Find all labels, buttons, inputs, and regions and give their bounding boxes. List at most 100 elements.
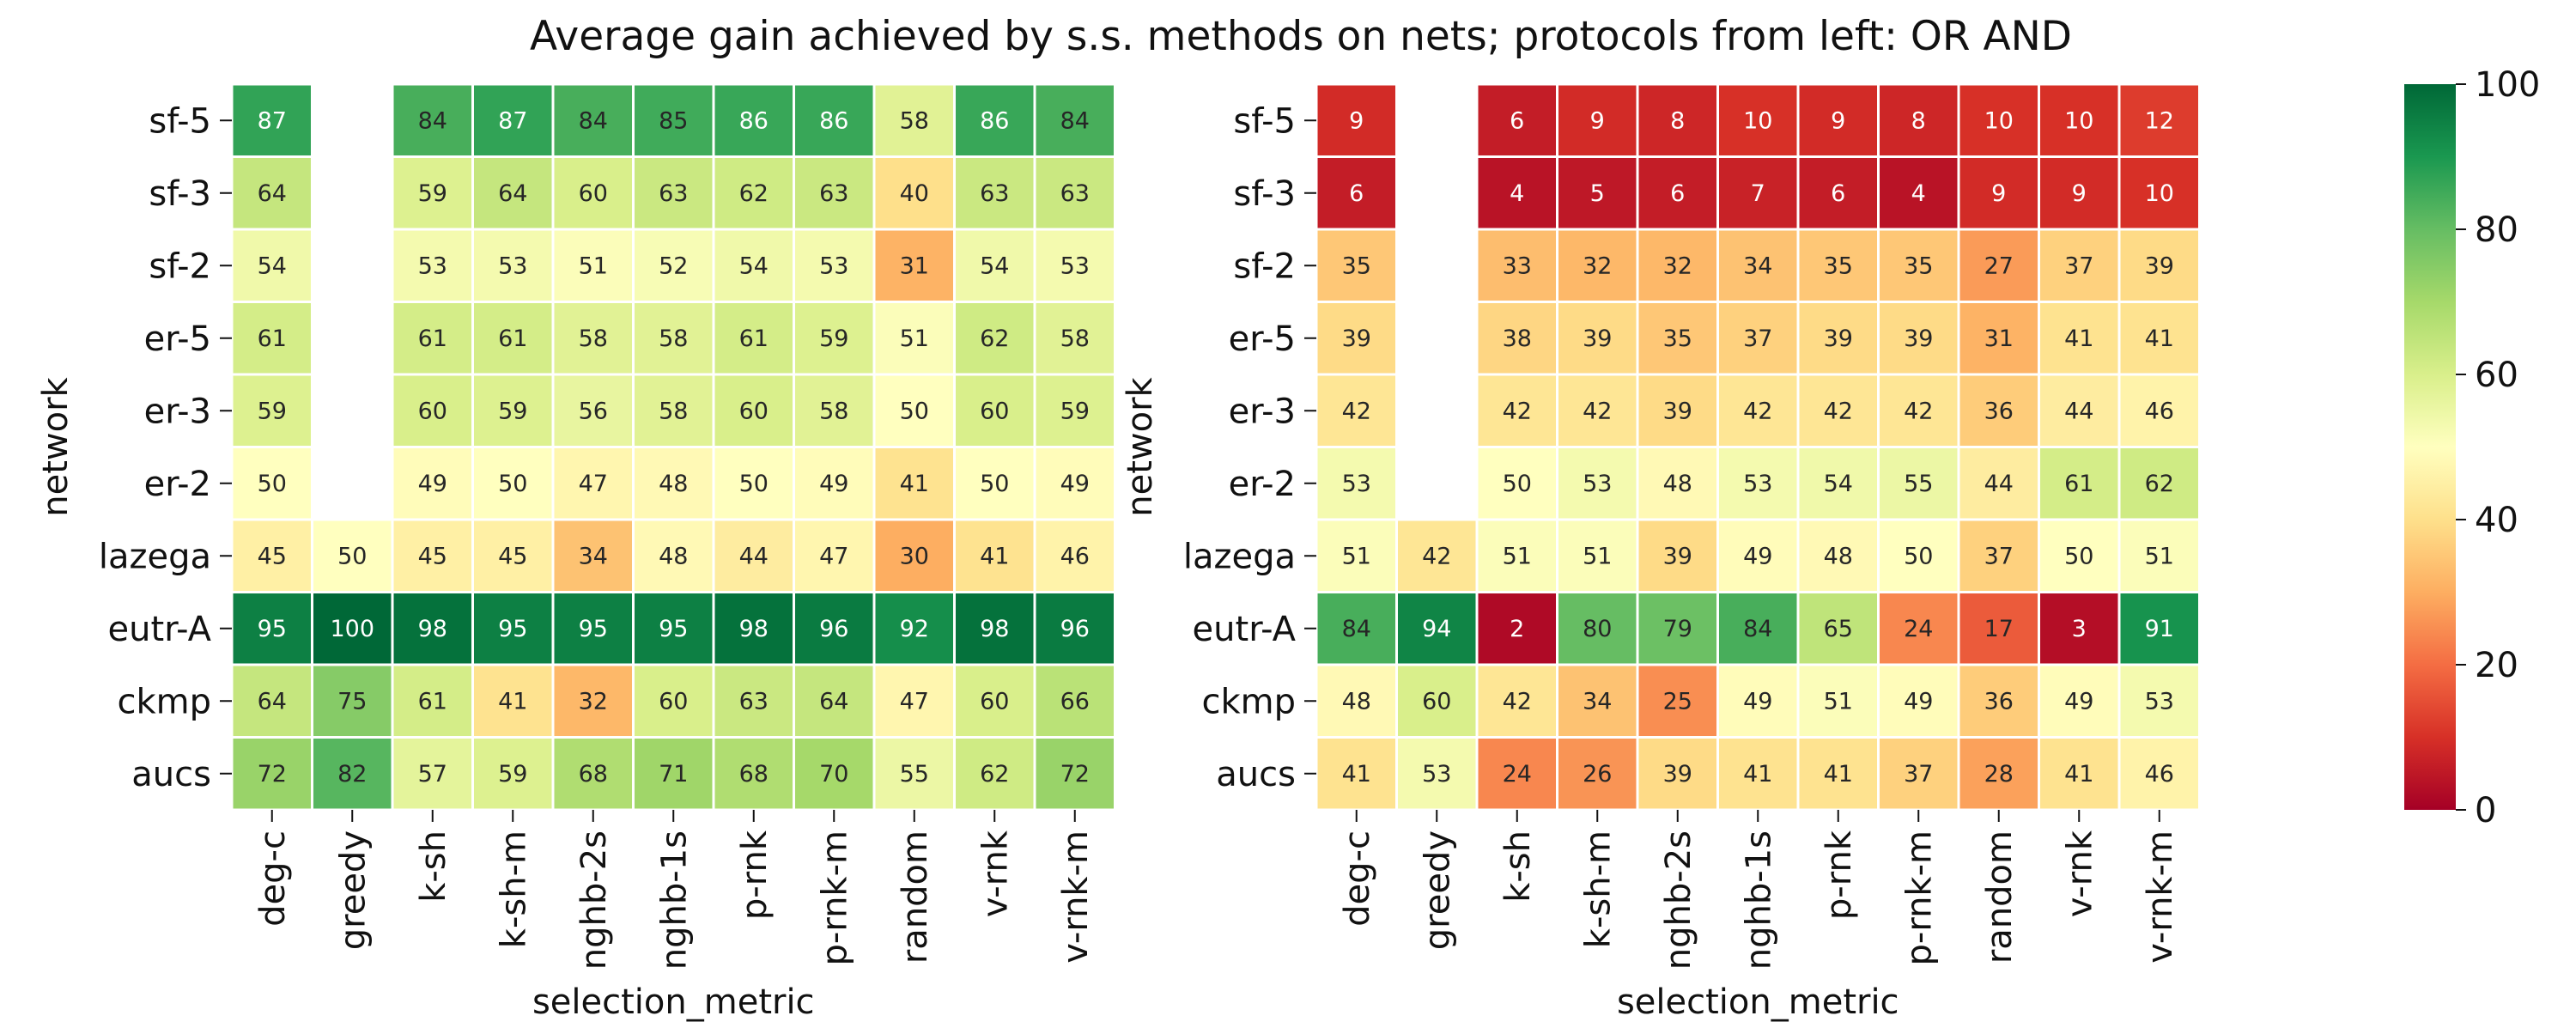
y-axis-label: network: [1121, 376, 1160, 516]
cell-value-label: 42: [1583, 398, 1612, 424]
heatmap-cell: [1033, 228, 1116, 303]
cell-value-label: 42: [1422, 543, 1451, 569]
heatmap-cell: [230, 446, 313, 521]
cell-value-label: 8: [1670, 107, 1685, 134]
cell-value-label: 51: [579, 252, 608, 279]
heatmap-cell: [230, 518, 313, 593]
cell-value-label: 58: [579, 325, 608, 352]
heatmap-cell: [551, 736, 635, 812]
heatmap-cell: [872, 373, 956, 448]
x-axis-label: selection_metric: [1617, 982, 1899, 1022]
cell-value-label: 84: [1743, 616, 1772, 642]
heatmap-cell: [2117, 663, 2201, 739]
cell-value-label: 48: [1342, 688, 1371, 715]
cell-value-label: 2: [1510, 616, 1524, 642]
cell-value-label: 36: [1984, 398, 2014, 424]
cell-value-label: 61: [258, 325, 287, 352]
heatmap-cell: [632, 736, 715, 812]
heatmap-cell: [712, 446, 795, 521]
heatmap-cell: [1556, 155, 1639, 231]
heatmap-cell: [793, 228, 876, 303]
heatmap-cell: [311, 591, 394, 666]
x-tick-label: v-rnk: [975, 830, 1015, 917]
cell-value-label: 68: [579, 761, 608, 788]
cell-value-label: 49: [418, 471, 447, 497]
x-tick-label: nghb-1s: [654, 830, 694, 970]
colorbar-tick-label: 40: [2475, 501, 2518, 540]
cell-value-label: 32: [1583, 252, 1612, 279]
cell-value-label: 32: [1663, 252, 1692, 279]
heatmap-cell: [551, 446, 635, 521]
cell-value-label: 27: [1984, 252, 2014, 279]
y-tick-label: lazega: [99, 537, 211, 576]
cell-value-label: 47: [579, 471, 608, 497]
cell-value-label: 50: [739, 471, 769, 497]
heatmap-cell: [712, 373, 795, 448]
y-tick-label: ckmp: [1201, 682, 1296, 721]
cell-value-label: 53: [498, 252, 527, 279]
heatmap-cell: [2117, 228, 2201, 303]
cell-value-label: 64: [258, 180, 287, 207]
colorbar-tick-label: 80: [2475, 210, 2518, 250]
cell-value-label: 28: [1984, 761, 2014, 788]
cell-value-label: 10: [2064, 107, 2093, 134]
cell-value-label: 60: [980, 398, 1009, 424]
heatmap-cell: [1957, 663, 2040, 739]
cell-value-label: 36: [1984, 688, 2014, 715]
heatmap-cell: [1315, 155, 1398, 231]
cell-value-label: 5: [1590, 180, 1605, 207]
heatmap-cell: [632, 591, 715, 666]
cell-value-label: 24: [1503, 761, 1532, 788]
heatmap-cell: [2117, 155, 2201, 231]
x-tick-label: v-rnk-m: [2141, 830, 2180, 964]
cell-value-label: 56: [579, 398, 608, 424]
cell-value-label: 37: [1984, 543, 2014, 569]
heatmap-cell: [2117, 591, 2201, 666]
cell-value-label: 47: [819, 543, 848, 569]
cell-value-label: 45: [418, 543, 447, 569]
cell-value-label: 98: [980, 616, 1009, 642]
cell-value-label: 45: [498, 543, 527, 569]
cell-value-label: 31: [900, 252, 929, 279]
cell-value-label: 60: [579, 180, 608, 207]
heatmap-cell: [1957, 518, 2040, 593]
heatmap-cell: [872, 518, 956, 593]
cell-value-label: 75: [337, 688, 367, 715]
x-tick-label: k-sh: [1498, 830, 1538, 903]
heatmap-cell: [1796, 591, 1880, 666]
cell-value-label: 53: [1583, 471, 1612, 497]
heatmap-cell: [230, 591, 313, 666]
cell-value-label: 24: [1904, 616, 1933, 642]
heatmap-cell: [1796, 82, 1880, 158]
cell-value-label: 62: [739, 180, 769, 207]
cell-value-label: 65: [1824, 616, 1853, 642]
cell-value-label: 60: [418, 398, 447, 424]
heatmap-cell: [1636, 301, 1719, 376]
cell-value-label: 58: [1060, 325, 1090, 352]
heatmap-cell: [1556, 518, 1639, 593]
cell-value-label: 54: [739, 252, 769, 279]
cell-value-label: 91: [2145, 616, 2174, 642]
heatmap-cell: [872, 82, 956, 158]
heatmap-cell: [1957, 446, 2040, 521]
cell-value-label: 31: [1984, 325, 2014, 352]
heatmap-cell: [1636, 446, 1719, 521]
cell-value-label: 51: [900, 325, 929, 352]
cell-value-label: 49: [1743, 543, 1772, 569]
cell-value-label: 82: [337, 761, 367, 788]
heatmap-cell: [471, 518, 555, 593]
x-tick-label: p-rnk: [735, 830, 775, 920]
heatmap-cell: [1033, 591, 1116, 666]
cell-value-label: 42: [1342, 398, 1371, 424]
heatmap-cell: [793, 591, 876, 666]
cell-value-label: 53: [1342, 471, 1371, 497]
heatmap-cell: [1957, 301, 2040, 376]
cell-value-label: 58: [819, 398, 848, 424]
cell-value-label: 61: [739, 325, 769, 352]
cell-value-label: 10: [1743, 107, 1772, 134]
cell-value-label: 53: [418, 252, 447, 279]
cell-value-label: 54: [258, 252, 287, 279]
heatmap-cell: [953, 446, 1036, 521]
